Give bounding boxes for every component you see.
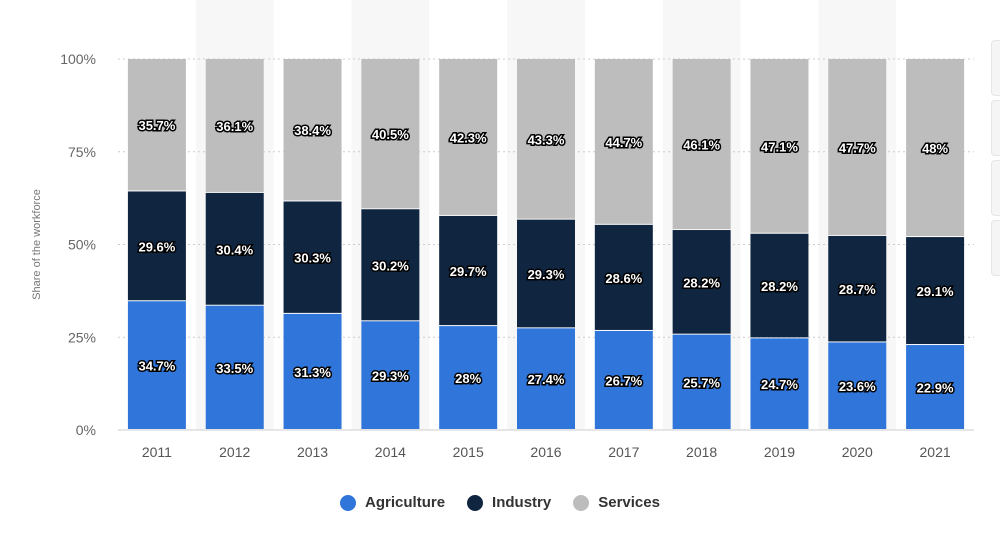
bar-segment-agriculture[interactable] [594,330,653,429]
data-label: 34.7% [138,359,175,374]
bar-segment-services[interactable] [439,59,498,215]
bar-segment-agriculture[interactable] [127,301,186,429]
legend-item-agriculture[interactable]: Agriculture [340,494,445,511]
x-tick-label: 2012 [219,444,250,460]
side-panel-tab[interactable] [991,40,1000,96]
legend-label: Services [598,494,660,511]
data-label: 28.6% [605,271,642,286]
bar-segment-agriculture[interactable] [361,321,420,429]
data-label: 24.7% [761,377,798,392]
data-label: 28.7% [839,282,876,297]
data-label: 28.2% [761,279,798,294]
bar-segment-services[interactable] [517,59,575,219]
bar-segment-agriculture[interactable] [750,338,809,429]
data-label: 27.4% [528,372,565,387]
x-tick-label: 2020 [842,444,873,460]
bar-segment-industry[interactable] [672,230,731,334]
side-panel-tab[interactable] [991,100,1000,156]
bar-segment-agriculture[interactable] [906,345,965,429]
data-label: 30.4% [216,242,253,257]
data-label: 29.6% [138,239,175,254]
bar-segment-agriculture[interactable] [283,313,342,429]
data-label: 38.4% [294,123,331,138]
x-tick-label: 2017 [608,444,639,460]
data-label: 30.2% [372,258,409,273]
data-label: 28.2% [683,275,720,290]
bar-segment-services[interactable] [906,59,965,237]
data-label: 44.7% [605,135,642,150]
data-label: 46.1% [683,138,720,153]
bar-segment-agriculture[interactable] [517,328,575,429]
data-label: 26.7% [605,373,642,388]
legend-item-services[interactable]: Services [573,494,660,511]
data-label: 30.3% [294,251,331,266]
data-label: 31.3% [294,365,331,380]
data-label: 42.3% [450,130,487,145]
data-label: 36.1% [216,119,253,134]
x-tick-label: 2011 [142,444,172,460]
bar-segment-agriculture[interactable] [672,334,731,429]
bar-segment-industry[interactable] [439,215,498,326]
data-label: 48% [922,141,948,156]
x-tick-label: 2015 [453,444,484,460]
bar-segment-services[interactable] [127,59,186,191]
data-label: 29.3% [528,267,565,282]
y-tick-label: 0% [76,422,96,438]
bar-segment-services[interactable] [750,59,809,233]
x-tick-label: 2021 [920,444,951,460]
bar-segment-industry[interactable] [517,219,575,328]
bar-segment-services[interactable] [205,59,264,192]
y-axis-label: Share of the workforce [31,189,43,300]
bar-segment-industry[interactable] [828,235,887,342]
legend-swatch [573,494,590,511]
legend-label: Agriculture [365,494,446,511]
data-label: 29.1% [917,284,954,299]
y-tick-label: 75% [68,144,96,160]
side-panel-tab[interactable] [991,220,1000,276]
legend-item-industry[interactable]: Industry [467,494,551,511]
data-label: 22.9% [917,381,954,396]
y-tick-label: 100% [60,51,96,67]
bar-segment-services[interactable] [283,59,342,201]
bar-segment-agriculture[interactable] [439,326,498,429]
data-label: 23.6% [839,379,876,394]
bar-segment-services[interactable] [361,59,420,209]
y-tick-label: 50% [68,237,96,253]
data-label: 47.7% [839,140,876,155]
bar-segment-agriculture[interactable] [205,305,264,429]
data-label: 35.7% [138,118,175,133]
data-label: 29.3% [372,369,409,384]
data-label: 29.7% [450,264,487,279]
bar-segment-industry[interactable] [127,191,186,301]
bar-segment-agriculture[interactable] [828,342,887,429]
data-label: 25.7% [683,375,720,390]
legend-swatch [467,494,484,511]
bar-segment-industry[interactable] [283,201,342,313]
bar-segment-industry[interactable] [205,192,264,305]
x-tick-label: 2016 [530,444,561,460]
y-tick-label: 25% [68,329,96,345]
data-label: 40.5% [372,127,409,142]
side-panel-tab[interactable] [991,160,1000,216]
x-tick-label: 2018 [686,444,717,460]
bar-segment-industry[interactable] [906,237,965,345]
data-label: 43.3% [528,132,565,147]
data-label: 33.5% [216,361,253,376]
data-label: 28% [455,371,481,386]
legend-label: Industry [492,494,552,511]
bar-segment-industry[interactable] [594,224,653,330]
x-tick-label: 2019 [764,444,795,460]
legend-swatch [340,494,357,511]
chart-legend: Agriculture Industry Services [0,494,1000,511]
bar-segment-industry[interactable] [750,233,809,338]
bar-segment-services[interactable] [594,59,653,224]
bar-segment-services[interactable] [672,59,731,230]
bar-segment-services[interactable] [828,59,887,235]
bar-segment-industry[interactable] [361,209,420,321]
x-tick-label: 2014 [375,444,406,460]
x-tick-label: 2013 [297,444,328,460]
data-label: 47.1% [761,139,798,154]
